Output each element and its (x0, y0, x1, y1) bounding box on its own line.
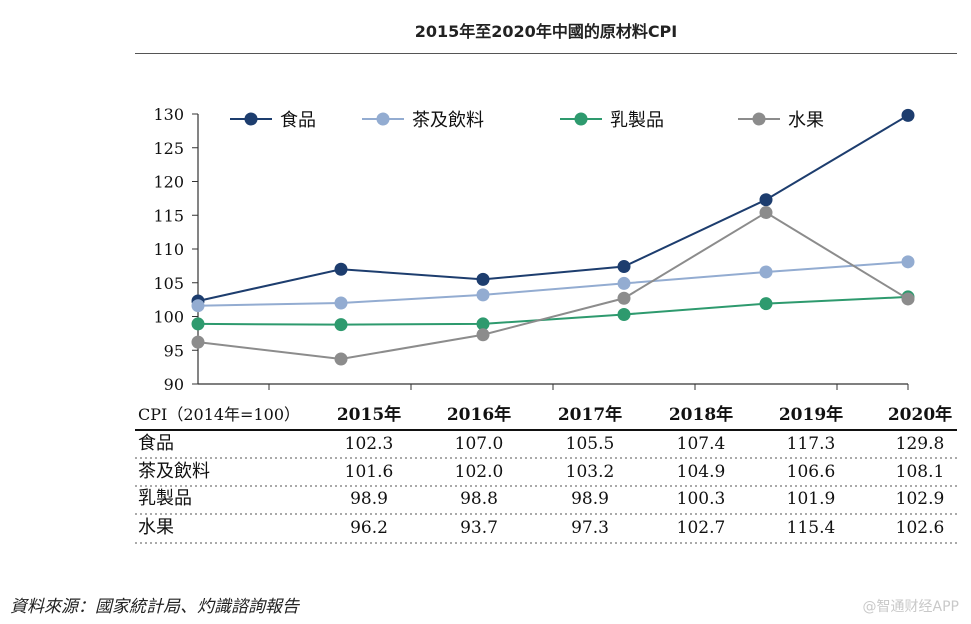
legend-swatch-marker (752, 112, 766, 126)
y-tick-label: 130 (153, 105, 184, 124)
table-cell: 103.2 (566, 462, 615, 482)
table-row-label: 食品 (138, 433, 174, 454)
table-cell: 97.3 (571, 518, 609, 538)
data-point (191, 299, 205, 313)
table-col-header: 2015年 (337, 404, 401, 425)
series-line-1 (197, 260, 909, 307)
data-point (334, 318, 348, 332)
data-point (476, 328, 490, 342)
table-col-header: 2017年 (558, 404, 622, 425)
table-header-label: CPI（2014年=100） (138, 405, 300, 424)
table-row-label: 茶及飲料 (138, 461, 210, 482)
chart-title: 2015年至2020年中國的原材料CPI (414, 22, 678, 41)
table-cell: 106.6 (787, 462, 836, 482)
data-point (759, 265, 773, 279)
table-cell: 105.5 (566, 434, 615, 454)
table-col-header: 2018年 (669, 404, 733, 425)
series-line-2 (197, 295, 909, 326)
y-tick-label: 90 (164, 375, 184, 394)
legend-label: 乳製品 (610, 110, 664, 131)
table-cell: 98.9 (350, 489, 388, 509)
table-row-label: 水果 (138, 517, 174, 538)
table-cell: 102.9 (896, 489, 945, 509)
y-tick-label: 125 (153, 139, 184, 158)
y-tick-label: 120 (153, 173, 184, 192)
y-tick-label: 100 (153, 308, 184, 327)
table-cell: 98.9 (571, 489, 609, 509)
data-point (901, 255, 915, 269)
data-point (191, 317, 205, 331)
table-cell: 93.7 (460, 518, 498, 538)
data-point (334, 352, 348, 366)
table-row-label: 乳製品 (138, 488, 192, 509)
legend-label: 茶及飲料 (412, 110, 484, 131)
table-cell: 104.9 (677, 462, 726, 482)
table-cell: 102.7 (677, 518, 726, 538)
table-cell: 115.4 (787, 518, 836, 538)
table-cell: 117.3 (787, 434, 836, 454)
data-point (476, 288, 490, 302)
watermark: @智通财经APP (862, 599, 959, 615)
table-cell: 107.0 (455, 434, 504, 454)
data-point (617, 291, 631, 305)
table-col-header: 2016年 (447, 404, 511, 425)
data-point (334, 262, 348, 276)
y-tick-label: 105 (153, 274, 184, 293)
data-point (476, 272, 490, 286)
data-point (191, 335, 205, 349)
table-cell: 101.9 (787, 489, 836, 509)
legend-label: 水果 (788, 110, 824, 131)
table-cell: 107.4 (677, 434, 726, 454)
data-point (617, 276, 631, 290)
data-point (901, 292, 915, 306)
data-point (759, 193, 773, 207)
series-line-0 (197, 114, 909, 302)
legend-swatch-marker (244, 112, 258, 126)
legend-swatch-marker (376, 112, 390, 126)
table-cell: 100.3 (677, 489, 726, 509)
table-cell: 101.6 (345, 462, 394, 482)
legend-label: 食品 (280, 110, 316, 131)
data-point (901, 108, 915, 122)
table-cell: 129.8 (896, 434, 945, 454)
table-cell: 98.8 (460, 489, 498, 509)
table-cell: 102.3 (345, 434, 394, 454)
y-tick-label: 95 (164, 341, 184, 360)
data-point (334, 296, 348, 310)
y-tick-label: 115 (153, 206, 184, 225)
series-line-3 (197, 211, 909, 361)
data-point (617, 260, 631, 274)
data-point (617, 307, 631, 321)
table-cell: 108.1 (896, 462, 945, 482)
data-point (759, 206, 773, 220)
y-tick-label: 110 (153, 240, 184, 259)
table-cell: 96.2 (350, 518, 388, 538)
title-rule (135, 53, 957, 54)
source-note: 資料來源：國家統計局、灼識諮詢報告 (10, 597, 299, 617)
data-point (476, 317, 490, 331)
table-cell: 102.6 (896, 518, 945, 538)
table-col-header: 2019年 (779, 404, 843, 425)
table-col-header: 2020年 (888, 404, 952, 425)
table-cell: 102.0 (455, 462, 504, 482)
legend-swatch-marker (574, 112, 588, 126)
data-point (759, 297, 773, 311)
